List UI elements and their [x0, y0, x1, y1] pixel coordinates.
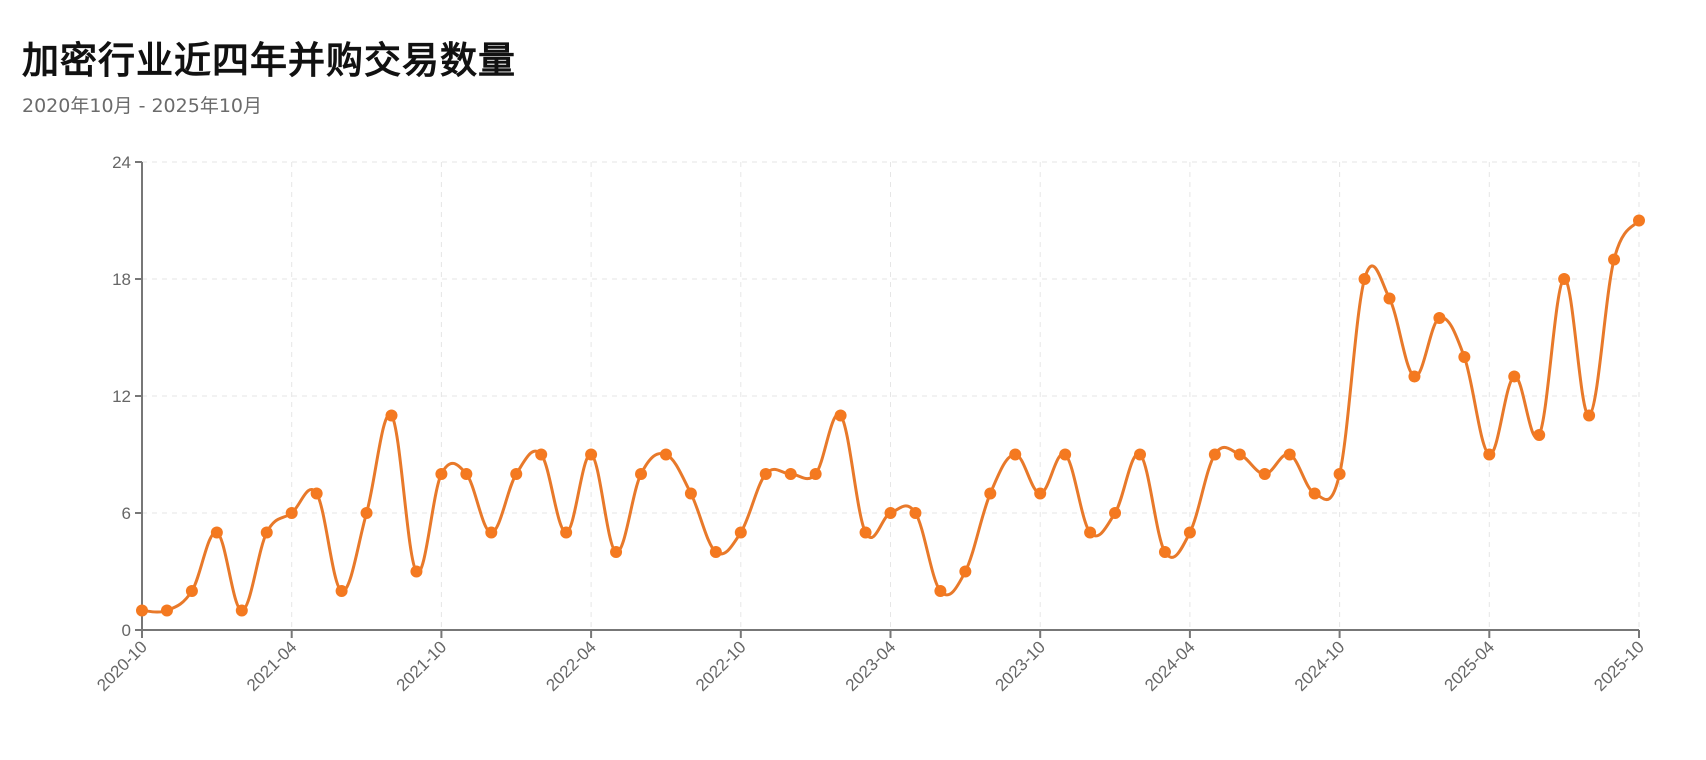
series-markers: [136, 214, 1645, 617]
data-point[interactable]: [260, 526, 273, 539]
chart-title: 加密行业近四年并购交易数量: [22, 39, 516, 82]
data-point[interactable]: [1109, 507, 1122, 519]
data-point[interactable]: [1158, 546, 1171, 558]
data-point[interactable]: [1283, 448, 1296, 461]
data-point[interactable]: [210, 526, 223, 539]
data-point[interactable]: [1383, 292, 1396, 305]
data-point[interactable]: [1408, 370, 1421, 383]
x-tick-label: 2020-10: [93, 637, 151, 695]
data-point[interactable]: [510, 468, 523, 480]
x-tick-label: 2021-10: [393, 637, 451, 695]
data-point[interactable]: [136, 604, 148, 617]
data-point[interactable]: [1433, 312, 1446, 324]
y-tick-label: 18: [112, 270, 131, 289]
x-tick-label: 2023-04: [842, 637, 900, 695]
data-point[interactable]: [1533, 429, 1546, 441]
x-tick-label: 2025-10: [1590, 637, 1648, 695]
data-point[interactable]: [659, 448, 672, 461]
data-point[interactable]: [635, 468, 647, 480]
data-point[interactable]: [1633, 214, 1645, 227]
data-point[interactable]: [285, 507, 298, 519]
data-point[interactable]: [934, 585, 947, 597]
y-tick-label: 0: [122, 621, 131, 640]
data-point[interactable]: [310, 487, 323, 500]
data-point[interactable]: [1208, 448, 1221, 461]
data-point[interactable]: [335, 585, 348, 597]
data-point[interactable]: [959, 565, 972, 578]
data-point[interactable]: [734, 526, 747, 539]
grid-lines: [142, 161, 1640, 630]
data-point[interactable]: [684, 487, 697, 500]
data-point[interactable]: [585, 448, 598, 461]
data-point[interactable]: [784, 468, 797, 480]
data-point[interactable]: [385, 409, 398, 422]
data-point[interactable]: [610, 546, 623, 558]
data-point[interactable]: [160, 604, 173, 617]
chart-subtitle: 2020年10月 - 2025年10月: [22, 95, 262, 117]
x-tick-label: 2022-04: [542, 637, 600, 695]
y-tick-label: 24: [112, 153, 131, 172]
data-point[interactable]: [460, 468, 473, 480]
data-point[interactable]: [1084, 526, 1097, 539]
data-point[interactable]: [1009, 448, 1022, 461]
data-point[interactable]: [1059, 448, 1072, 461]
x-tick-label: 2021-04: [243, 637, 301, 695]
data-point[interactable]: [1458, 351, 1471, 363]
data-point[interactable]: [235, 604, 248, 617]
data-point[interactable]: [185, 585, 198, 597]
y-tick-label: 6: [122, 504, 131, 523]
data-point[interactable]: [834, 409, 847, 422]
data-point[interactable]: [485, 526, 498, 539]
x-axis: 2020-10 2021-04 2021-10 2022-04 2022-10 2023-…: [93, 629, 1648, 695]
data-point[interactable]: [360, 507, 373, 519]
data-point[interactable]: [1483, 448, 1496, 461]
x-tick-label: 2024-10: [1291, 637, 1349, 695]
data-point[interactable]: [1233, 448, 1246, 461]
x-tick-label: 2024-04: [1141, 637, 1199, 695]
x-tick-label: 2022-10: [692, 637, 750, 695]
data-point[interactable]: [535, 448, 548, 461]
x-tick-label: 2023-10: [991, 637, 1049, 695]
data-point[interactable]: [759, 468, 772, 480]
data-point[interactable]: [435, 468, 448, 480]
data-point[interactable]: [809, 468, 822, 480]
y-axis: 0 6 12 18 24: [112, 153, 143, 640]
data-point[interactable]: [859, 526, 872, 539]
data-point[interactable]: [1308, 487, 1321, 500]
data-point[interactable]: [560, 526, 573, 539]
data-point[interactable]: [1134, 448, 1146, 461]
data-point[interactable]: [1558, 273, 1571, 285]
y-tick-label: 12: [112, 387, 131, 406]
data-point[interactable]: [1608, 253, 1621, 266]
data-point[interactable]: [1358, 273, 1371, 285]
data-point[interactable]: [410, 565, 423, 578]
data-point[interactable]: [1034, 487, 1047, 500]
data-point[interactable]: [884, 507, 897, 519]
data-point[interactable]: [709, 546, 722, 558]
data-point[interactable]: [909, 507, 922, 519]
data-point[interactable]: [1333, 468, 1346, 480]
data-point[interactable]: [1258, 468, 1271, 480]
data-point[interactable]: [1183, 526, 1196, 539]
data-point[interactable]: [1583, 409, 1596, 422]
x-tick-label: 2025-04: [1441, 637, 1499, 695]
data-point[interactable]: [984, 487, 997, 500]
data-point[interactable]: [1508, 370, 1521, 383]
